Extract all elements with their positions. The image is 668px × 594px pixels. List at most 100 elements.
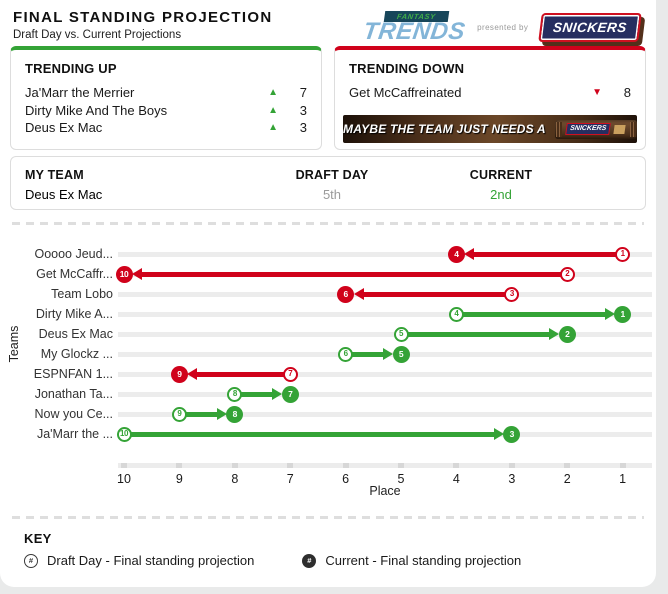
snickers-bar-wrapper-art: [613, 124, 627, 134]
draft-day-marker: 6: [338, 346, 354, 362]
current-marker: 10: [115, 265, 133, 283]
chart-row-track: [118, 411, 652, 417]
trending-up-title: TRENDING UP: [25, 61, 117, 77]
trend-arrow-line: [456, 312, 606, 317]
trend-arrow-line: [234, 392, 274, 397]
chart-team-label: ESPNFAN 1...: [33, 367, 113, 382]
trend-arrow-line: [362, 292, 512, 297]
x-axis-tick: [176, 463, 183, 469]
x-axis-tick-label: 4: [452, 472, 460, 487]
trend-arrow-line: [345, 352, 384, 357]
trend-arrowhead-icon: [272, 387, 283, 400]
chart-team-label: Get McCaffr...: [36, 267, 113, 282]
trend-arrow-line: [473, 252, 623, 257]
chart-team-label: Ooooo Jeud...: [34, 247, 113, 262]
draft-day-marker: 2: [559, 266, 575, 282]
final-standing-projection-widget: FINAL STANDING PROJECTION Draft Day vs. …: [0, 0, 656, 587]
standings-chart: Teams Ooooo Jeud... Get McCaffr... Team Lo…: [0, 232, 656, 504]
snickers-bar-icon: SNICKERS: [554, 119, 637, 139]
trending-row: Deus Ex Mac ▲ 3: [25, 119, 307, 137]
draft-day-marker: 5: [393, 326, 409, 342]
chart-team-label: Ja'Marr the ...: [36, 427, 113, 442]
x-axis-label: Place: [369, 484, 401, 499]
header-titles: FINAL STANDING PROJECTION Draft Day vs. …: [13, 9, 272, 41]
draft-day-marker-icon: #: [24, 553, 38, 568]
chart-team-label: Team Lobo: [51, 287, 113, 302]
my-team-name: Deus Ex Mac: [25, 187, 103, 203]
dashed-divider-bottom: [12, 516, 644, 520]
trend-arrowhead-icon: [383, 347, 393, 360]
my-team-card: MY TEAM Deus Ex Mac DRAFT DAY 5th CURREN…: [10, 156, 646, 211]
page-title: FINAL STANDING PROJECTION: [13, 9, 273, 26]
trending-down-card: TRENDING DOWN Get McCaffreinated ▼ 8 MAYBE…: [334, 46, 646, 151]
down-triangle-icon: ▼: [592, 87, 602, 99]
presented-by-label: presented by: [477, 22, 529, 32]
trending-up-rows: Ja'Marr the Merrier ▲ 7 Dirty Mike And The …: [11, 84, 321, 137]
trending-change-value: 3: [299, 102, 307, 118]
chart-row-track: [118, 371, 652, 377]
trends-label: TRENDS: [361, 17, 467, 45]
x-axis-tick-label: 3: [508, 472, 516, 487]
snickers-bar-label: SNICKERS: [565, 123, 612, 136]
key-item-label: Current - Final standing projection: [325, 553, 522, 569]
x-axis-line: [118, 463, 652, 469]
page-subtitle: Draft Day vs. Current Projections: [13, 29, 182, 41]
trending-down-title: TRENDING DOWN: [349, 61, 465, 77]
current-marker: 3: [503, 425, 521, 443]
x-axis-tick-label: 8: [231, 472, 239, 487]
trend-arrowhead-icon: [464, 247, 475, 260]
current-marker: 9: [170, 365, 188, 383]
key-item-label: Draft Day - Final standing projection: [47, 553, 255, 569]
trend-arrowhead-icon: [493, 427, 504, 440]
trend-cards: TRENDING UP Ja'Marr the Merrier ▲ 7 Dirty M…: [0, 43, 656, 151]
trending-row: Get McCaffreinated ▼ 8: [349, 84, 631, 102]
x-axis-tick: [231, 463, 238, 469]
trend-arrowhead-icon: [549, 327, 560, 340]
current-marker: 6: [337, 285, 355, 303]
trend-arrowhead-icon: [132, 267, 142, 280]
current-marker: 2: [558, 325, 576, 343]
key-title: KEY: [24, 531, 52, 547]
my-team-column: MY TEAM Deus Ex Mac: [25, 168, 631, 202]
current-marker: 5: [392, 345, 410, 363]
trending-change-value: 7: [299, 85, 307, 101]
snickers-ad-banner[interactable]: MAYBE THE TEAM JUST NEEDS A SNICKERS: [343, 115, 637, 144]
chart-row-track: [118, 391, 652, 397]
current-marker: 4: [447, 245, 465, 263]
chart-row-track: [118, 331, 652, 337]
chart-team-label: Jonathan Ta...: [34, 387, 113, 402]
trend-arrow-line: [179, 412, 218, 417]
x-axis-tick-label: 9: [175, 472, 183, 487]
x-axis-tick-label: 1: [619, 472, 627, 487]
snickers-logo: SNICKERS: [538, 12, 642, 42]
trend-arrow-line: [401, 332, 551, 337]
draft-day-marker: 10: [116, 426, 132, 442]
trend-arrowhead-icon: [353, 287, 364, 300]
ad-text: MAYBE THE TEAM JUST NEEDS A: [343, 122, 546, 137]
trending-row: Ja'Marr the Merrier ▲ 7: [25, 84, 307, 102]
x-axis-tick: [398, 463, 404, 469]
trend-arrow-line: [196, 372, 291, 377]
trend-arrowhead-icon: [604, 307, 615, 320]
chart-row-track: [118, 311, 652, 317]
trending-down-rows: Get McCaffreinated ▼ 8: [335, 84, 645, 102]
chart-team-label: Dirty Mike A...: [35, 307, 113, 322]
draft-day-marker: 8: [227, 386, 243, 402]
draft-day-value: 5th: [322, 187, 342, 203]
chart-team-label: Deus Ex Mac: [38, 327, 113, 342]
x-axis-tick-label: 5: [397, 472, 405, 487]
draft-day-marker: 3: [504, 286, 520, 302]
trend-arrowhead-icon: [216, 407, 227, 420]
key-section: KEY # Draft Day - Final standing projecti…: [0, 519, 656, 568]
current-marker-icon: #: [302, 553, 317, 568]
chart-row-track: [118, 251, 652, 257]
x-axis-tick-label: 7: [286, 472, 294, 487]
current-marker: 7: [281, 385, 299, 403]
x-axis-tick: [619, 463, 626, 469]
x-axis-tick: [121, 463, 127, 469]
dashed-divider-top: [12, 222, 644, 226]
trend-arrow-line: [141, 272, 568, 277]
trending-team-name: Deus Ex Mac: [25, 120, 103, 136]
current-value: 2nd: [490, 187, 512, 203]
draft-day-marker: 9: [171, 406, 187, 422]
